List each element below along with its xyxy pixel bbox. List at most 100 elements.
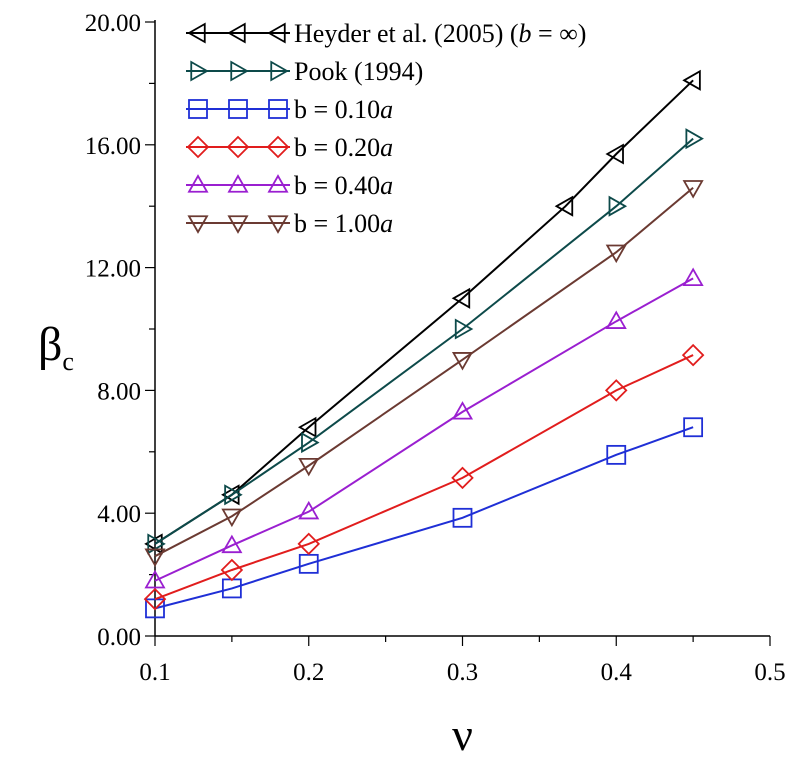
square-marker	[683, 417, 704, 438]
y-tick-label: 0.00	[97, 624, 141, 651]
triangle-down-marker	[298, 457, 320, 477]
triangle-right-marker	[147, 533, 166, 555]
y-axis-title-subscript: c	[62, 347, 74, 376]
triangle-up-marker	[605, 310, 627, 329]
triangle-up-marker	[144, 569, 166, 589]
x-tick-label: 0.3	[447, 659, 478, 686]
triangle-right-marker	[270, 60, 289, 82]
triangle-up-marker	[227, 174, 249, 193]
series-line	[154, 277, 694, 582]
series-5	[144, 267, 704, 589]
diamond-marker	[186, 135, 210, 159]
triangle-down-marker	[187, 215, 209, 234]
diamond-marker	[297, 532, 321, 556]
triangle-right-marker	[224, 484, 243, 506]
square-marker	[145, 598, 165, 619]
series-line	[154, 137, 694, 545]
diamond-marker	[266, 135, 290, 159]
triangle-down-marker	[144, 548, 166, 567]
legend-label-part: b = 0.40	[294, 171, 380, 200]
square-marker	[228, 99, 248, 119]
legend-label-part: b = 0.20	[294, 133, 380, 162]
triangle-down-marker	[605, 244, 627, 264]
y-tick-label: 8.00	[97, 378, 141, 405]
legend-label: b = 1.00a	[294, 209, 393, 238]
triangle-down-marker	[221, 508, 243, 528]
square-marker	[268, 99, 288, 119]
triangle-up-marker	[267, 174, 289, 193]
legend-entry-2: Pook (1994)	[186, 57, 423, 86]
triangle-left-marker	[267, 22, 286, 44]
diamond-marker	[220, 558, 244, 582]
legend-label: Heyder et al. (2005) (b = ∞)	[294, 19, 586, 48]
legend-entry-1: Heyder et al. (2005) (b = ∞)	[186, 19, 586, 48]
triangle-left-marker	[605, 143, 624, 165]
series-line	[154, 354, 694, 601]
triangle-down-marker	[451, 352, 474, 371]
series-line	[154, 187, 694, 558]
y-axis-title-base: β	[38, 318, 62, 371]
legend-entry-5: b = 0.40a	[186, 171, 393, 200]
square-marker	[452, 507, 473, 528]
triangle-down-marker	[227, 215, 249, 234]
triangle-up-marker	[451, 401, 474, 420]
triangle-up-marker	[221, 534, 243, 554]
legend-entry-6: b = 1.00a	[186, 209, 393, 238]
triangle-right-marker	[230, 60, 249, 82]
triangle-right-marker	[190, 60, 209, 82]
triangle-left-marker	[451, 287, 471, 309]
legend-label-part: b = 1.00	[294, 209, 380, 238]
series-line	[154, 426, 694, 610]
legend-label-part: a	[380, 171, 393, 200]
diamond-marker	[451, 466, 474, 490]
x-tick-label: 0.1	[139, 659, 170, 686]
triangle-right-marker	[454, 318, 474, 340]
y-tick-label: 12.00	[85, 256, 141, 283]
legend-label-part: Pook (1994)	[294, 57, 423, 86]
x-tick-label: 0.2	[293, 659, 324, 686]
x-axis-title: ν	[452, 709, 473, 759]
series-2	[147, 128, 704, 555]
series-6	[144, 180, 704, 567]
square-marker	[188, 99, 208, 119]
legend-label-part: Heyder et al. (2005) (	[294, 19, 519, 48]
legend: Heyder et al. (2005) (b = ∞) Pook (1994) b…	[186, 19, 586, 238]
square-marker	[606, 444, 627, 465]
y-axis-title: βc	[38, 318, 74, 376]
triangle-right-marker	[608, 195, 628, 217]
y-tick-label: 20.00	[85, 10, 141, 37]
legend-label: b = 0.40a	[294, 171, 393, 200]
triangle-left-marker	[227, 22, 246, 44]
triangle-left-marker	[144, 533, 163, 555]
triangle-right-marker	[685, 128, 704, 150]
y-tick-label: 4.00	[97, 501, 141, 528]
triangle-left-marker	[297, 416, 317, 438]
triangle-up-marker	[298, 500, 320, 520]
y-tick-label: 16.00	[85, 133, 141, 160]
legend-label-part: b = 0.10	[294, 95, 380, 124]
triangle-left-marker	[554, 195, 574, 217]
legend-label-part: b	[519, 19, 532, 48]
series-line	[154, 79, 694, 545]
triangle-right-marker	[301, 432, 320, 454]
legend-label-part: a	[380, 95, 393, 124]
triangle-up-marker	[682, 267, 704, 286]
legend-label: Pook (1994)	[294, 57, 423, 86]
legend-label-part: a	[380, 133, 393, 162]
legend-label-part: = ∞)	[532, 19, 587, 48]
x-tick-label: 0.4	[601, 659, 633, 686]
x-tick-label: 0.5	[754, 659, 785, 686]
legend-entry-3: b = 0.10a	[186, 95, 393, 124]
diamond-marker	[604, 379, 628, 402]
series-4	[143, 343, 705, 611]
diamond-marker	[681, 343, 705, 367]
legend-entry-4: b = 0.20a	[186, 133, 393, 162]
triangle-down-marker	[267, 215, 289, 234]
triangle-left-marker	[682, 69, 701, 91]
triangle-up-marker	[187, 174, 209, 193]
series-group	[143, 69, 705, 619]
triangle-left-marker	[187, 22, 206, 44]
legend-label-part: a	[380, 209, 393, 238]
diamond-marker	[143, 587, 167, 611]
